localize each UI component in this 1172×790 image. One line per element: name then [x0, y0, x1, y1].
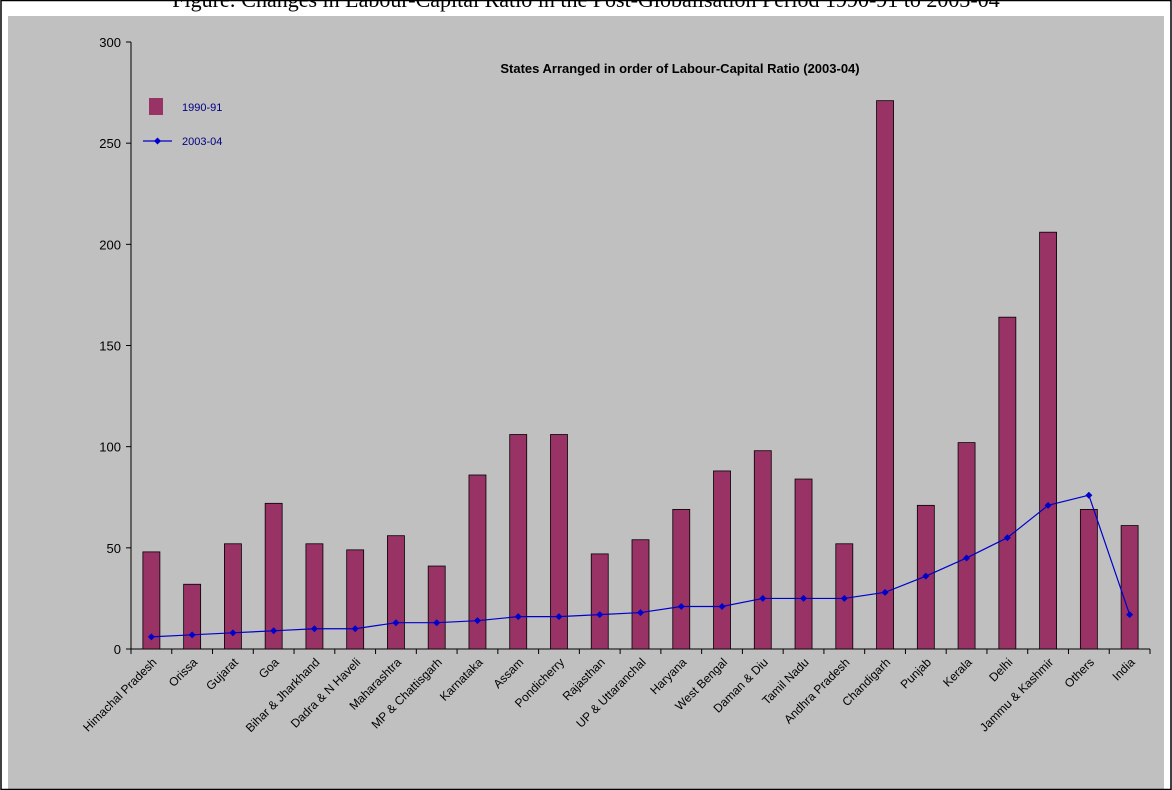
figure-caption: Figure: Changes in Labour-Capital Ratio …	[0, 0, 1172, 14]
legend-label-1990-91: 1990-91	[182, 102, 222, 114]
bar-maharashtra	[387, 536, 404, 649]
bar-haryana	[673, 509, 690, 649]
y-tick-label: 0	[114, 642, 121, 657]
y-tick-label: 50	[107, 541, 121, 556]
bar-jammu-kashmir	[1040, 232, 1057, 649]
bar-chandigarh	[877, 101, 894, 649]
y-tick-label: 200	[99, 237, 121, 252]
chart-title: States Arranged in order of Labour-Capit…	[500, 61, 859, 76]
bar-rajasthan	[591, 554, 608, 649]
bar-mp-chattisgarh	[428, 566, 445, 649]
bar-tamil-nadu	[795, 479, 812, 649]
y-tick-label: 100	[99, 440, 121, 455]
bar-west-bengal	[714, 471, 731, 649]
bar-dadra-n-haveli	[347, 550, 364, 649]
bar-india	[1121, 526, 1138, 649]
bar-kerala	[958, 443, 975, 649]
y-tick-label: 300	[99, 35, 121, 50]
bar-bihar-jharkhand	[306, 544, 323, 649]
bar-daman-diu	[754, 451, 771, 649]
bar-orissa	[184, 584, 201, 649]
bar-others	[1080, 509, 1097, 649]
y-tick-label: 150	[99, 339, 121, 354]
bar-delhi	[999, 317, 1016, 649]
legend-label-2003-04: 2003-04	[182, 136, 222, 148]
bar-up-uttaranchal	[632, 540, 649, 649]
bar-goa	[265, 503, 282, 649]
y-tick-label: 250	[99, 136, 121, 151]
legend-swatch-bar	[149, 98, 163, 115]
